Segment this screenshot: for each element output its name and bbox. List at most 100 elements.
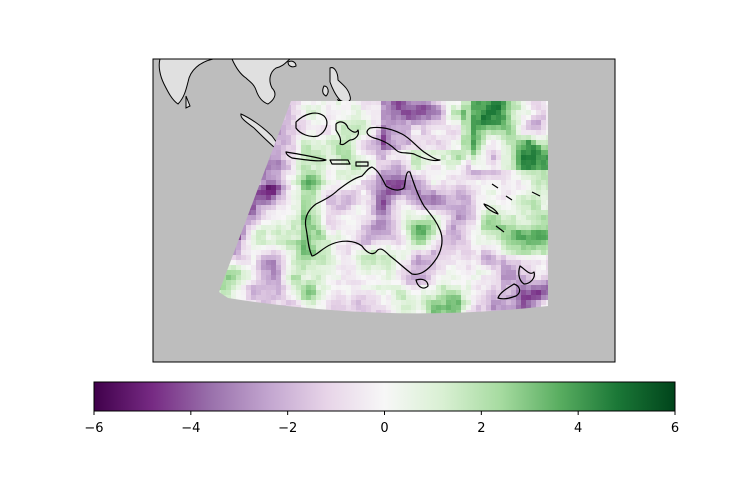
data-cell xyxy=(476,285,481,290)
data-cell xyxy=(306,115,311,120)
data-cell xyxy=(386,200,391,205)
data-cell xyxy=(346,110,351,115)
data-cell xyxy=(371,210,376,215)
data-cell xyxy=(356,145,361,150)
data-cell xyxy=(416,270,421,275)
data-cell xyxy=(446,275,451,280)
data-cell xyxy=(386,290,391,295)
data-cell xyxy=(521,185,526,190)
data-cell xyxy=(461,180,466,185)
data-cell xyxy=(521,120,526,125)
data-cell xyxy=(281,205,286,210)
data-cell xyxy=(266,295,271,300)
data-cell xyxy=(376,155,381,160)
data-cell xyxy=(219,290,221,295)
data-cell xyxy=(501,205,506,210)
data-cell xyxy=(496,185,501,190)
data-cell xyxy=(526,295,531,300)
data-cell xyxy=(521,215,526,220)
data-cell xyxy=(361,205,366,210)
data-cell xyxy=(346,250,351,255)
data-cell xyxy=(261,295,266,300)
data-cell xyxy=(411,220,416,225)
data-cell xyxy=(546,260,548,265)
data-cell xyxy=(511,160,516,165)
data-cell xyxy=(326,290,331,295)
data-cell xyxy=(541,125,546,130)
data-cell xyxy=(411,245,416,250)
data-cell xyxy=(471,270,476,275)
data-cell xyxy=(336,220,341,225)
data-cell xyxy=(526,170,531,175)
data-cell xyxy=(366,190,371,195)
data-cell xyxy=(411,170,416,175)
data-cell xyxy=(311,270,316,275)
data-cell xyxy=(401,110,406,115)
data-cell xyxy=(406,265,411,270)
data-cell xyxy=(416,160,421,165)
data-cell xyxy=(536,125,541,130)
data-cell xyxy=(401,235,406,240)
data-cell xyxy=(396,135,401,140)
data-cell xyxy=(436,270,441,275)
data-cell xyxy=(396,165,401,170)
data-cell xyxy=(301,260,306,265)
data-cell xyxy=(331,210,336,215)
data-cell xyxy=(411,305,416,310)
data-cell xyxy=(376,300,381,305)
data-cell xyxy=(351,150,356,155)
data-cell xyxy=(491,270,496,275)
data-cell xyxy=(401,230,406,235)
data-cell xyxy=(426,290,431,295)
data-cell xyxy=(306,205,311,210)
data-cell xyxy=(471,215,476,220)
data-cell xyxy=(456,105,461,110)
data-cell xyxy=(421,240,426,245)
data-cell xyxy=(456,250,461,255)
data-cell xyxy=(456,200,461,205)
data-cell xyxy=(481,275,486,280)
data-cell xyxy=(526,255,531,260)
data-cell xyxy=(321,115,326,120)
data-cell xyxy=(476,145,481,150)
data-cell xyxy=(476,200,481,205)
data-cell xyxy=(501,155,506,160)
data-cell xyxy=(301,145,306,150)
data-cell xyxy=(501,185,506,190)
data-cell xyxy=(386,240,391,245)
data-cell xyxy=(421,135,426,140)
data-cell xyxy=(521,135,526,140)
data-cell xyxy=(276,140,281,145)
data-cell xyxy=(261,200,266,205)
data-cell xyxy=(476,101,481,105)
data-cell xyxy=(371,310,376,314)
data-cell xyxy=(436,145,441,150)
data-cell xyxy=(381,265,386,270)
data-cell xyxy=(326,175,331,180)
data-cell xyxy=(461,245,466,250)
data-cell xyxy=(436,285,441,290)
data-cell xyxy=(326,180,331,185)
data-cell xyxy=(266,290,271,295)
data-cell xyxy=(456,135,461,140)
data-cell xyxy=(496,140,501,145)
data-cell xyxy=(241,230,246,235)
data-cell xyxy=(306,130,311,135)
data-cell xyxy=(456,235,461,240)
data-cell xyxy=(401,260,406,265)
data-cell xyxy=(546,200,548,205)
data-cell xyxy=(416,135,421,140)
data-cell xyxy=(481,155,486,160)
data-cell xyxy=(271,250,276,255)
data-cell xyxy=(396,225,401,230)
data-cell xyxy=(331,155,336,160)
data-cell xyxy=(526,300,531,305)
data-cell xyxy=(501,200,506,205)
data-cell xyxy=(241,225,246,230)
data-cell xyxy=(466,305,471,310)
data-cell xyxy=(446,130,451,135)
data-cell xyxy=(521,101,526,105)
data-cell xyxy=(486,220,491,225)
data-cell xyxy=(521,150,526,155)
data-cell xyxy=(431,145,436,150)
